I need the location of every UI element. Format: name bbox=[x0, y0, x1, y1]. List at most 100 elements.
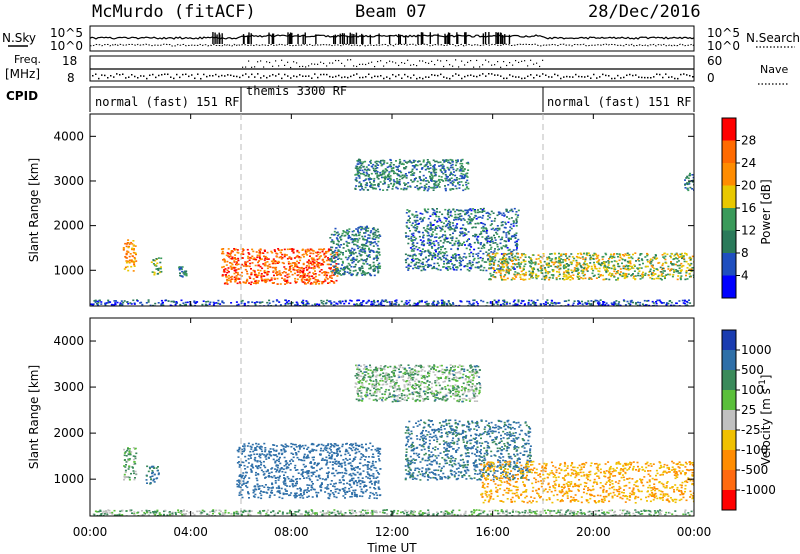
range-cell bbox=[416, 187, 419, 190]
nave-point bbox=[158, 74, 160, 77]
range-cell bbox=[444, 171, 447, 173]
range-cell bbox=[377, 482, 380, 484]
range-cell bbox=[327, 487, 330, 490]
nave-point bbox=[146, 77, 148, 80]
range-cell bbox=[158, 267, 161, 270]
range-cell bbox=[342, 262, 344, 264]
range-cell bbox=[671, 253, 674, 255]
range-cell bbox=[508, 252, 511, 255]
range-cell bbox=[443, 263, 445, 265]
range-cell bbox=[421, 299, 423, 302]
range-cell bbox=[91, 303, 94, 306]
range-cell bbox=[451, 237, 454, 239]
range-cell bbox=[581, 300, 583, 303]
range-cell bbox=[349, 269, 352, 272]
range-cell bbox=[429, 243, 432, 245]
range-cell bbox=[412, 174, 415, 176]
range-cell bbox=[550, 253, 553, 255]
range-cell bbox=[497, 301, 500, 303]
nave-point bbox=[140, 75, 142, 77]
range-cell bbox=[354, 240, 357, 242]
range-cell bbox=[375, 492, 378, 494]
range-cell bbox=[590, 300, 593, 302]
range-cell bbox=[136, 299, 138, 301]
range-cell bbox=[503, 261, 506, 263]
freq-scatter bbox=[314, 63, 316, 65]
range-cell bbox=[652, 270, 655, 272]
range-cell bbox=[628, 304, 631, 306]
range-cell bbox=[379, 181, 382, 183]
range-cell bbox=[419, 259, 422, 262]
range-cell bbox=[397, 168, 399, 171]
range-cell bbox=[492, 276, 495, 278]
range-cell bbox=[447, 209, 450, 212]
nsearch-label: N.Search bbox=[746, 31, 800, 45]
range-cell bbox=[375, 160, 378, 163]
range-cell bbox=[360, 184, 363, 186]
range-cell bbox=[632, 277, 635, 279]
range-cell bbox=[147, 299, 150, 301]
range-cell bbox=[288, 256, 291, 258]
range-cell bbox=[346, 271, 349, 273]
y-tick-label: 1000 bbox=[53, 263, 84, 277]
range-cell bbox=[436, 220, 439, 223]
colorbar-cell bbox=[722, 118, 736, 141]
freq-scatter bbox=[461, 60, 463, 62]
range-cell bbox=[442, 252, 445, 254]
range-cell bbox=[408, 159, 411, 162]
nave-point bbox=[263, 75, 265, 77]
range-cell bbox=[505, 245, 508, 247]
range-cell bbox=[488, 278, 491, 281]
range-cell bbox=[516, 273, 519, 276]
range-cell bbox=[468, 255, 471, 258]
range-cell bbox=[257, 261, 259, 264]
range-cell bbox=[358, 267, 361, 269]
range-cell bbox=[647, 299, 650, 302]
range-cell bbox=[634, 275, 637, 277]
range-cell bbox=[572, 274, 575, 276]
range-cell bbox=[437, 268, 440, 271]
freq-scatter bbox=[431, 60, 433, 62]
range-cell bbox=[530, 261, 533, 263]
range-cell bbox=[445, 224, 448, 227]
nave-point bbox=[110, 74, 112, 77]
freq-scatter bbox=[377, 60, 379, 63]
range-cell bbox=[494, 217, 497, 220]
range-cell bbox=[517, 209, 520, 212]
range-cell bbox=[297, 269, 300, 271]
range-cell bbox=[347, 235, 350, 237]
freq-scatter bbox=[275, 60, 277, 62]
range-cell bbox=[519, 274, 522, 276]
range-cell bbox=[597, 300, 600, 303]
range-cell bbox=[274, 269, 277, 271]
range-cell bbox=[395, 165, 398, 168]
range-cell bbox=[407, 301, 410, 304]
range-cell bbox=[531, 269, 534, 271]
range-cell bbox=[603, 263, 606, 265]
range-cell bbox=[439, 168, 442, 171]
range-cell bbox=[411, 165, 414, 167]
range-cell bbox=[307, 446, 310, 449]
range-cell bbox=[544, 267, 546, 269]
range-cell bbox=[445, 159, 448, 161]
range-cell bbox=[125, 260, 128, 262]
range-cell bbox=[404, 167, 407, 170]
range-cell bbox=[521, 254, 524, 257]
range-cell bbox=[506, 277, 509, 280]
range-cell bbox=[427, 263, 430, 266]
range-cell bbox=[570, 269, 573, 271]
range-cell bbox=[456, 168, 459, 170]
range-cell bbox=[570, 263, 573, 266]
range-cell bbox=[463, 174, 466, 177]
range-cell bbox=[355, 179, 358, 181]
range-cell bbox=[421, 218, 424, 221]
range-cell bbox=[132, 240, 135, 242]
range-cell bbox=[307, 259, 310, 261]
range-cell bbox=[372, 270, 375, 272]
range-cell bbox=[387, 184, 390, 186]
range-cell bbox=[515, 263, 518, 265]
range-cell bbox=[162, 304, 165, 306]
nave-point bbox=[449, 77, 451, 80]
range-cell bbox=[441, 225, 444, 228]
range-cell bbox=[444, 238, 447, 240]
